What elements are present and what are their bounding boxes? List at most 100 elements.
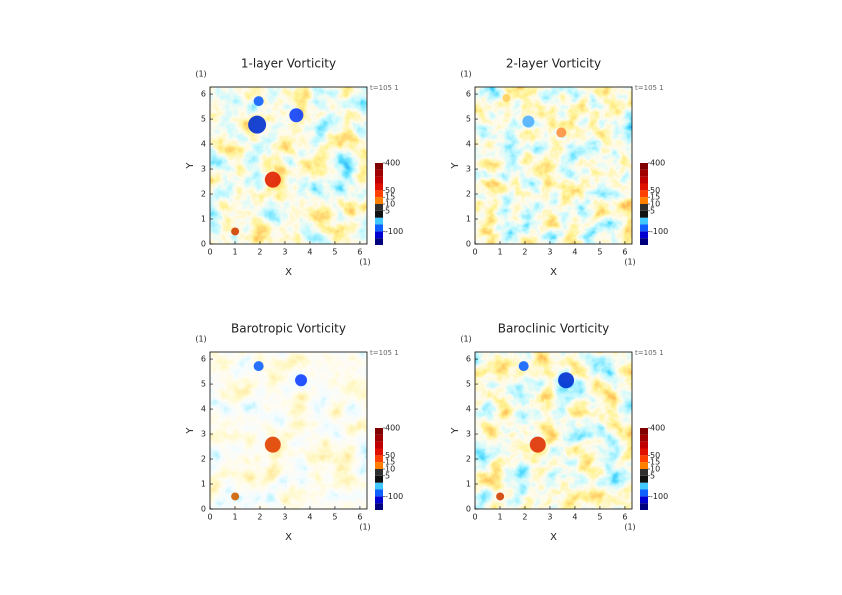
colorbar-tick-label: -100 — [385, 492, 403, 501]
x-tick-label: 6 — [622, 248, 627, 257]
colorbar-segment — [640, 441, 648, 449]
colorbar-segment — [375, 475, 383, 483]
y-tick-label: 5 — [201, 115, 206, 124]
x-tick-label: 6 — [357, 513, 362, 522]
time-annotation: t=105 1 — [635, 349, 664, 357]
x-tick-label: 0 — [207, 513, 212, 522]
vorticity-field — [475, 352, 632, 509]
vortex — [496, 492, 505, 501]
y-unit: (1) — [460, 335, 471, 344]
colorbar-segment — [640, 434, 648, 442]
y-tick-label: 2 — [201, 455, 206, 464]
colorbar-tick-label: 400 — [650, 424, 665, 433]
x-tick-label: 1 — [232, 248, 237, 257]
x-tick-label: 1 — [232, 513, 237, 522]
y-tick-label: 5 — [466, 380, 471, 389]
colorbar-segment — [375, 489, 383, 497]
y-unit: (1) — [460, 70, 471, 79]
chart-title: 2-layer Vorticity — [506, 57, 601, 71]
colorbar-tick-label: 50 — [650, 186, 660, 195]
time-annotation: t=105 1 — [370, 349, 399, 357]
x-unit: (1) — [359, 523, 370, 532]
colorbar-segment — [375, 231, 383, 239]
y-axis-label: Y — [450, 162, 461, 170]
y-tick-label: 6 — [201, 90, 206, 99]
colorbar-segment — [375, 503, 383, 510]
colorbar-segment — [375, 238, 383, 245]
colorbar-segment — [375, 217, 383, 225]
y-tick-label: 0 — [466, 240, 471, 249]
colorbar-segment — [375, 163, 383, 170]
colorbar-segment — [375, 169, 383, 177]
colorbar-tick-label: 15 — [650, 193, 660, 202]
x-tick-label: 2 — [257, 248, 262, 257]
y-tick-label: 6 — [466, 355, 471, 364]
x-unit: (1) — [359, 258, 370, 267]
y-tick-label: 2 — [201, 190, 206, 199]
colorbar-tick-label: 15 — [650, 458, 660, 467]
y-tick-label: 1 — [201, 480, 206, 489]
colorbar-tick-label: 10 — [385, 200, 395, 209]
y-tick-label: 5 — [466, 115, 471, 124]
y-tick-label: 6 — [201, 355, 206, 364]
colorbar-tick-label: -100 — [650, 227, 668, 236]
x-tick-label: 2 — [522, 248, 527, 257]
x-tick-label: 0 — [207, 248, 212, 257]
time-annotation: t=105 1 — [370, 84, 399, 92]
chart-title: Barotropic Vorticity — [231, 322, 346, 336]
vorticity-field — [475, 87, 632, 244]
x-axis-label: X — [285, 267, 292, 278]
x-unit: (1) — [624, 258, 635, 267]
colorbar-tick-label: 15 — [385, 193, 395, 202]
vortex — [231, 492, 240, 501]
x-tick-label: 5 — [597, 248, 602, 257]
y-tick-label: 0 — [466, 505, 471, 514]
vortex — [529, 436, 546, 453]
colorbar-segment — [640, 475, 648, 483]
colorbar-segment — [375, 190, 383, 198]
plot-frame — [474, 351, 633, 510]
colorbar-tick-label: -100 — [650, 492, 668, 501]
chart-title: Baroclinic Vorticity — [498, 322, 610, 336]
colorbar-tick-label: 400 — [385, 159, 400, 168]
vortex — [295, 374, 308, 387]
time-annotation: t=105 1 — [635, 84, 664, 92]
colorbar-segment — [640, 176, 648, 184]
y-tick-label: 4 — [201, 140, 206, 149]
vortex — [253, 361, 264, 372]
colorbar-segment — [375, 428, 383, 435]
colorbar-segment — [640, 224, 648, 232]
colorbar-tick-label: 50 — [385, 451, 395, 460]
vorticity-field — [210, 352, 367, 509]
colorbar-segment — [640, 469, 648, 476]
colorbar-segment — [640, 163, 648, 170]
colorbar-tick-label: 10 — [385, 465, 395, 474]
vortex — [289, 108, 304, 123]
plot-frame — [209, 351, 368, 510]
colorbar-segment — [375, 224, 383, 232]
vortex — [558, 372, 575, 389]
y-tick-label: 3 — [201, 430, 206, 439]
colorbar-segment — [375, 455, 383, 463]
x-tick-label: 5 — [597, 513, 602, 522]
colorbar-segment — [640, 482, 648, 490]
colorbar-segment — [640, 489, 648, 497]
colorbar-segment — [375, 210, 383, 218]
x-tick-label: 4 — [572, 513, 577, 522]
vortex — [518, 361, 529, 372]
colorbar-segment — [640, 197, 648, 204]
vortex — [502, 93, 511, 102]
y-tick-label: 1 — [466, 215, 471, 224]
x-tick-label: 3 — [282, 513, 287, 522]
y-tick-label: 6 — [466, 90, 471, 99]
x-tick-label: 6 — [357, 248, 362, 257]
colorbar-segment — [375, 482, 383, 490]
y-tick-label: 3 — [466, 165, 471, 174]
colorbar-segment — [640, 204, 648, 211]
plot-frame — [209, 86, 368, 245]
colorbar-segment — [640, 462, 648, 469]
x-tick-label: 2 — [257, 513, 262, 522]
y-unit: (1) — [195, 70, 206, 79]
colorbar-tick-label: 10 — [650, 200, 660, 209]
